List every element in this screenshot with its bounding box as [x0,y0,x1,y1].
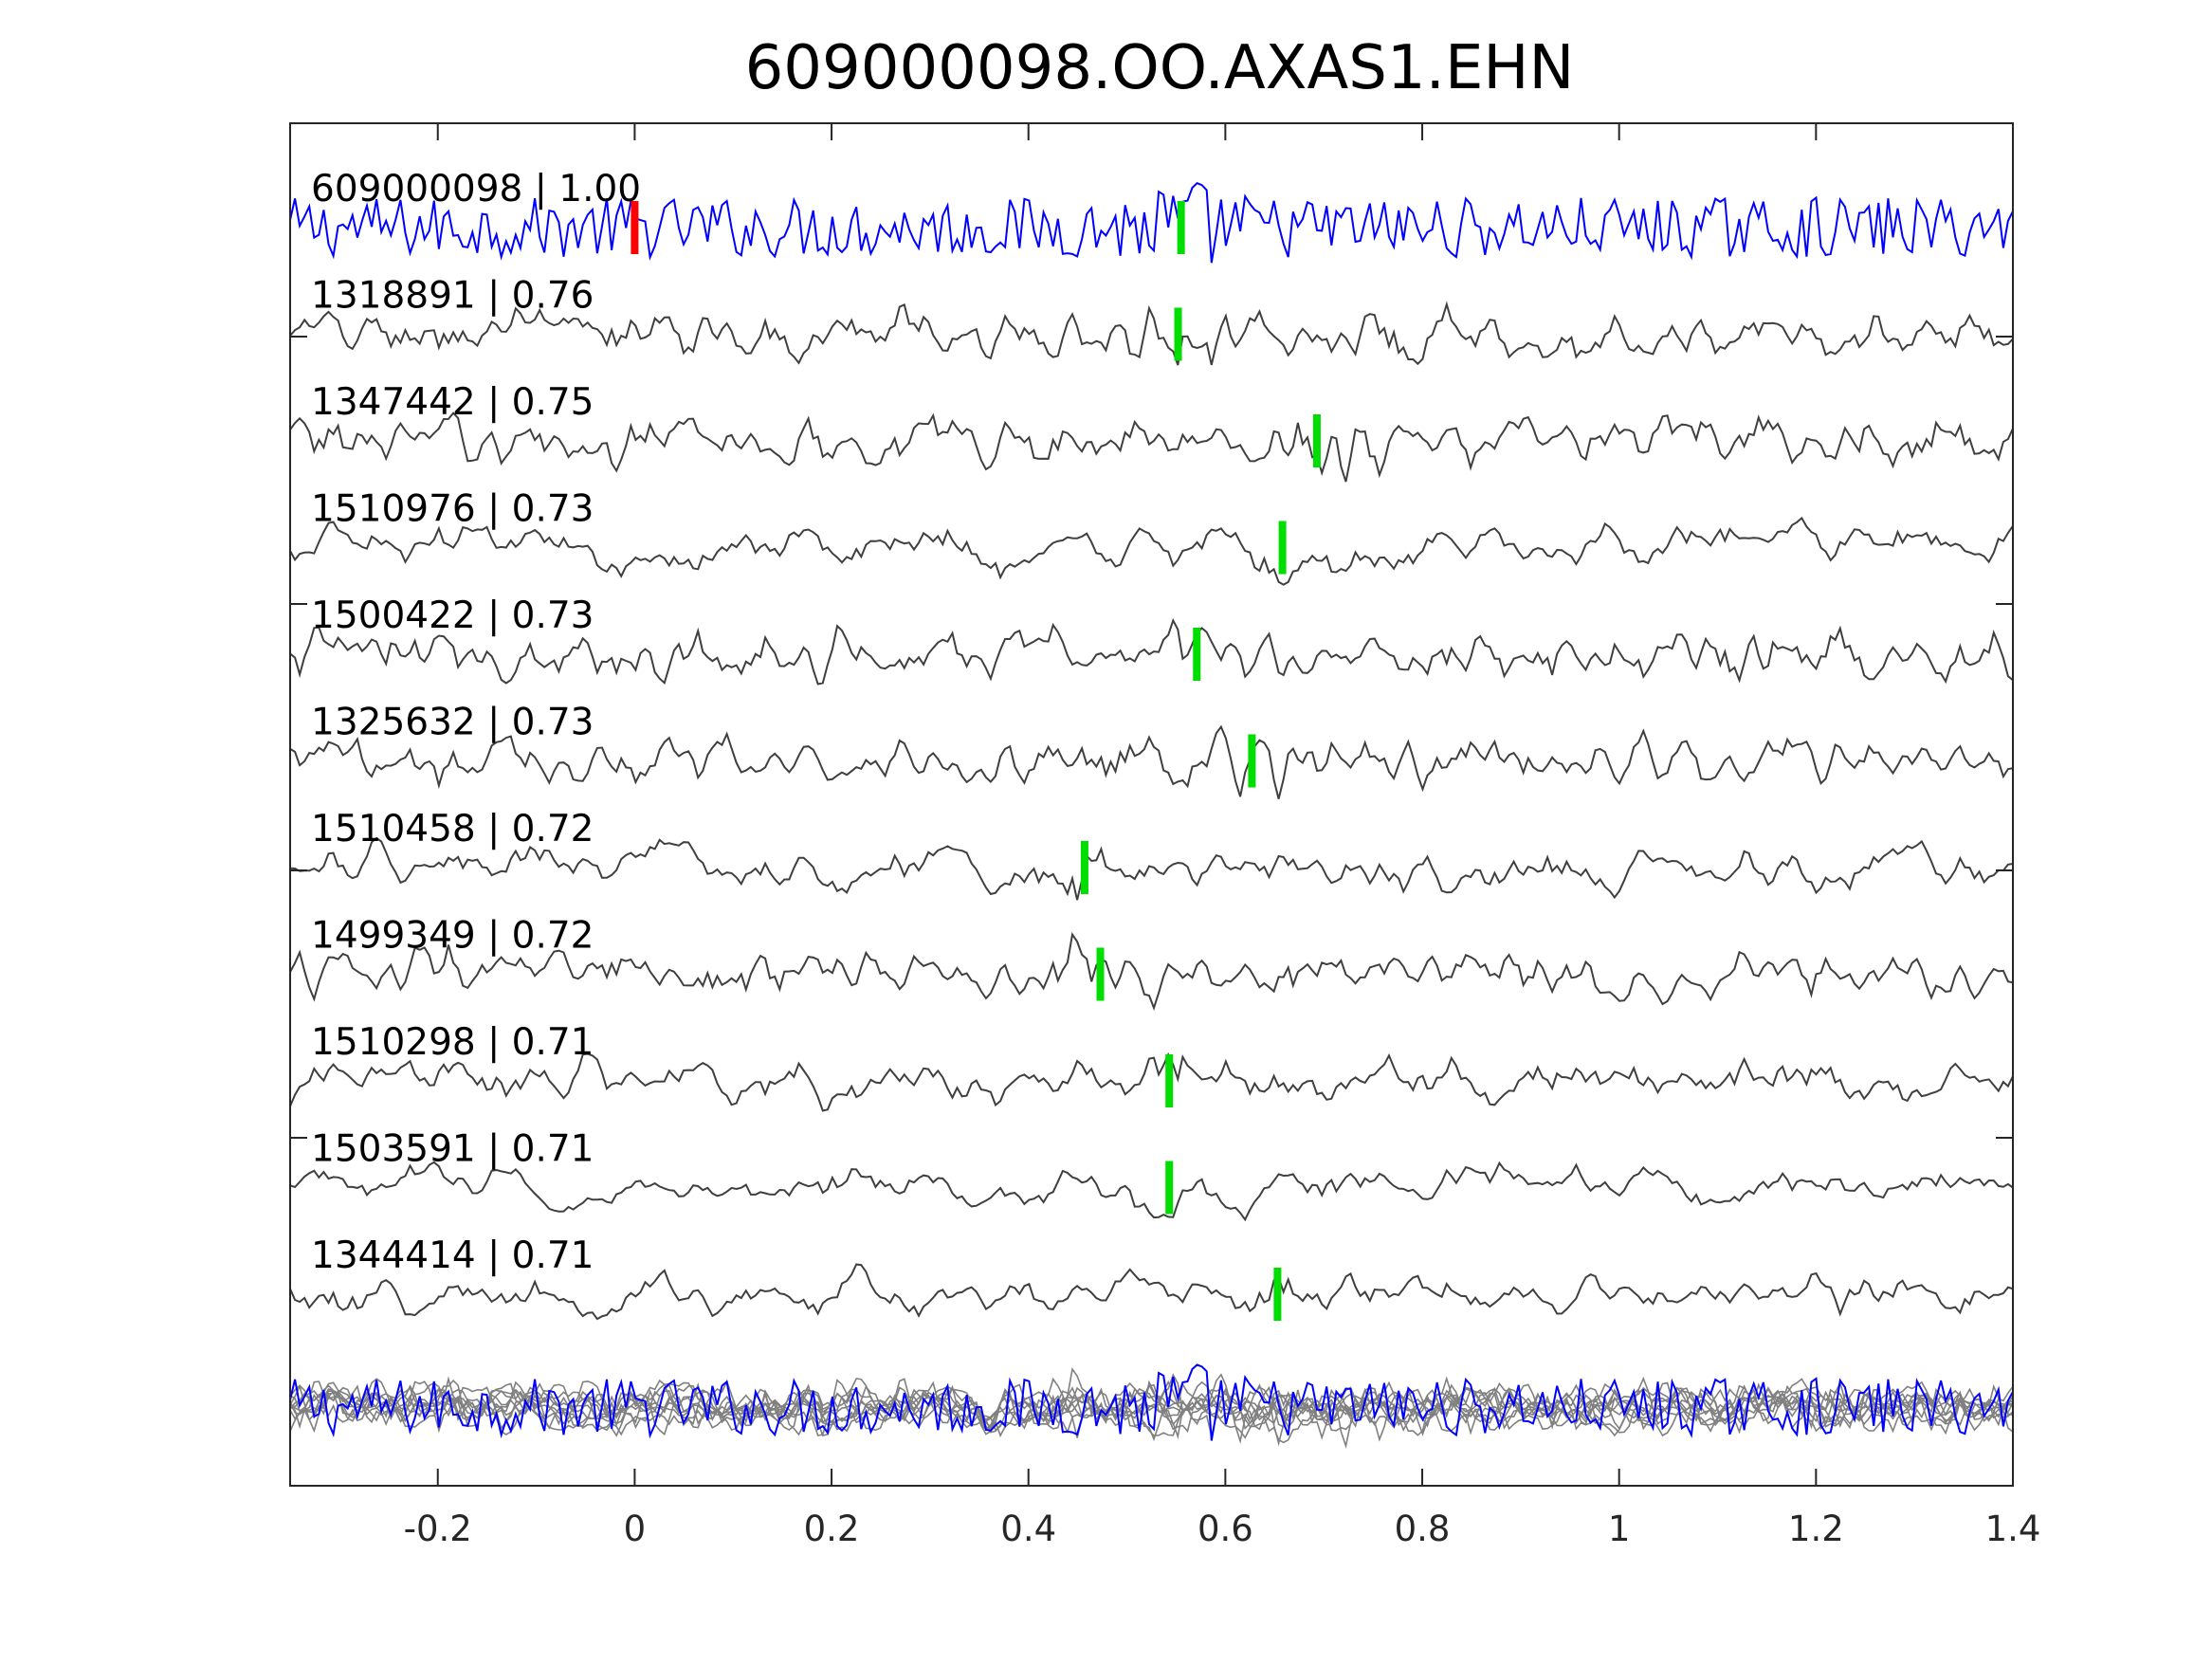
chart-title: 609000098.OO.AXAS1.EHN [745,33,1575,103]
picks-layer [631,201,1321,1321]
trace-labels: 609000098 | 1.00 1318891 | 0.76 1347442 | … [311,168,641,1277]
axes-frame [289,122,2014,1487]
trace-label: 1347442 | 0.75 [311,381,594,424]
trace-label: 1500422 | 0.73 [311,594,594,637]
trace-label: 1503591 | 0.71 [311,1128,594,1171]
x-tick-label: 0.8 [1395,1509,1451,1549]
x-tick-label: 0.2 [804,1509,860,1549]
x-tick-label: 1.4 [1985,1509,2041,1549]
x-tick-label: 0.4 [1000,1509,1056,1549]
traces-layer [289,182,2014,1321]
overlay-trace [289,1380,2014,1436]
match-trace [289,301,2014,366]
match-trace [289,1051,2014,1112]
match-trace [289,931,2014,1012]
x-tick-label: -0.2 [404,1509,472,1549]
trace-label: 1510458 | 0.72 [311,808,594,850]
trace-label: 1344414 | 0.71 [311,1234,594,1277]
overlay-stack [289,1363,2014,1450]
template-trace [289,182,2014,264]
x-tick-label: 1.2 [1788,1509,1844,1549]
trace-label: 1499349 | 0.72 [311,915,594,958]
match-trace [289,516,2014,586]
match-trace [289,617,2014,686]
overlay-trace [289,1378,2014,1438]
trace-label: 1510976 | 0.73 [311,488,594,531]
x-tick-label: 0 [624,1509,647,1549]
match-trace [289,724,2014,799]
x-axis: -0.2 0 0.2 0.4 0.6 0.8 1 1.2 1.4 [290,122,2041,1549]
x-tick-label: 0.6 [1197,1509,1253,1549]
match-trace [289,836,2014,901]
overlay-template-trace [289,1363,2014,1441]
trace-label: 1510298 | 0.71 [311,1021,594,1064]
match-trace [289,1161,2014,1222]
trace-label: 1318891 | 0.76 [311,275,594,318]
x-tick-label: 1 [1608,1509,1631,1549]
match-trace [289,411,2014,483]
match-trace [289,1263,2014,1321]
trace-label: 1325632 | 0.73 [311,702,594,744]
trace-label: 609000098 | 1.00 [311,168,641,210]
